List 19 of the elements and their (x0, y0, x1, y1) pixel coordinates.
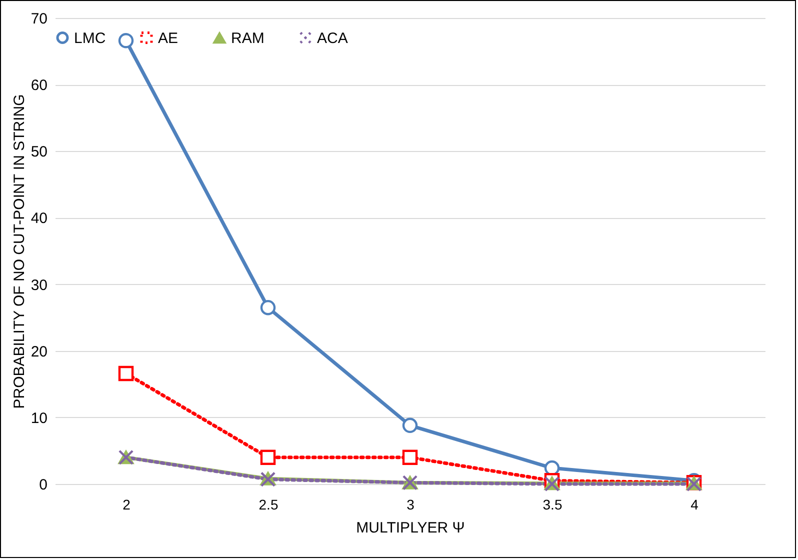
x-tick-label: 4 (690, 496, 699, 512)
y-tick-label: 20 (30, 343, 48, 360)
legend-label: ACA (317, 30, 348, 47)
y-tick-label: 30 (30, 276, 48, 294)
y-tick-label: 0 (39, 476, 48, 494)
legend-label: AE (158, 30, 178, 47)
legend-label: RAM (231, 30, 264, 48)
y-axis-title: PROBABILITY OF NO CUT-POINT IN STRING (10, 94, 28, 409)
legend-label: LMC (74, 30, 106, 47)
x-tick-label: 2 (122, 496, 131, 512)
x-tick-label: 3.5 (542, 496, 562, 512)
y-tick-label: 60 (30, 77, 48, 94)
x-tick-label: 3 (406, 496, 415, 512)
y-tick-label: 10 (30, 410, 48, 427)
y-tick-label: 40 (30, 210, 48, 228)
x-tick-label: 2.5 (258, 496, 278, 512)
x-axis-title: MULTIPLYER Ψ (356, 520, 465, 536)
y-tick-label: 70 (30, 10, 48, 28)
y-tick-label: 50 (30, 144, 48, 161)
